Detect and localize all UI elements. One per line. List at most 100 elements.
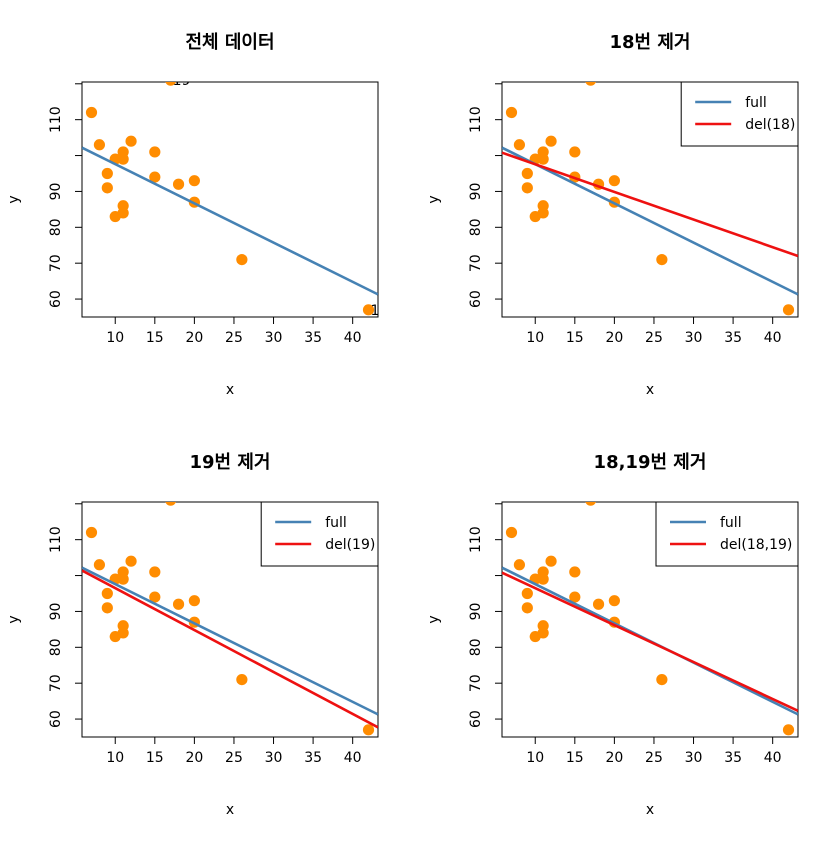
data-point (505, 106, 518, 119)
x-tick-label: 15 (566, 750, 584, 766)
y-tick-label: 110 (468, 526, 484, 553)
x-tick-label: 40 (344, 750, 362, 766)
data-point (117, 627, 129, 639)
data-point (236, 253, 248, 266)
data-point (172, 178, 185, 190)
y-tick-label: 70 (468, 254, 484, 272)
x-tick-label: 35 (724, 330, 742, 346)
legend-label: full (745, 95, 767, 111)
y-tick-label: 70 (48, 254, 64, 272)
data-point (188, 595, 200, 607)
data-point (545, 135, 557, 147)
x-axis-label: x (226, 382, 234, 398)
data-point (521, 182, 533, 194)
y-tick-label: 60 (48, 710, 64, 728)
x-tick-label: 10 (106, 330, 124, 346)
data-point (537, 153, 549, 165)
data-point (101, 587, 113, 600)
plot-panel-3: 19번 제거 10 15 20 25 30 35 40 x 60 70 80 90 110 y full del… (6, 452, 379, 818)
x-tick-label: 10 (106, 750, 124, 766)
plot-area (502, 502, 798, 736)
plot-area (82, 502, 378, 736)
plot-area (502, 82, 798, 316)
data-point (93, 559, 106, 571)
data-point (513, 559, 526, 571)
data-point (125, 135, 137, 147)
y-tick-label: 110 (48, 526, 64, 553)
x-tick-label: 10 (526, 750, 544, 766)
x-tick-label: 20 (185, 750, 203, 766)
data-point (521, 602, 533, 614)
full-fit-line (502, 146, 798, 296)
plot-title: 18번 제거 (610, 32, 691, 53)
x-tick-label: 25 (645, 330, 663, 346)
y-tick-label: 60 (468, 710, 484, 728)
y-tick-label: 70 (468, 674, 484, 692)
data-point (537, 573, 549, 585)
y-tick-label: 90 (468, 603, 484, 621)
deleted-fit-line (82, 569, 378, 729)
data-point (101, 167, 113, 180)
data-point (188, 175, 200, 187)
y-tick-label: 80 (48, 218, 64, 236)
y-tick-label: 60 (468, 290, 484, 308)
y-tick-label: 110 (468, 106, 484, 133)
x-tick-label: 35 (304, 330, 322, 346)
legend-box (260, 501, 379, 567)
plot-title: 19번 제거 (190, 452, 271, 473)
data-point (521, 167, 533, 180)
plot-title: 전체 데이터 (185, 32, 274, 53)
full-fit-line (82, 566, 378, 716)
data-point (537, 627, 549, 639)
data-point (782, 304, 795, 316)
data-point (569, 591, 581, 603)
data-point (117, 573, 129, 585)
data-point (165, 502, 176, 506)
legend: full del(18,19) (655, 501, 799, 567)
x-tick-label: 30 (685, 330, 703, 346)
data-point (585, 502, 596, 506)
y-tick-label: 90 (48, 603, 64, 621)
x-tick-label: 20 (185, 330, 203, 346)
x-axis-label: x (226, 802, 234, 818)
data-point (117, 153, 129, 165)
y-axis-label: y (426, 195, 442, 203)
plot-panel-2: 18번 제거 10 15 20 25 30 35 40 x 60 70 80 90 110 y full del… (426, 32, 799, 398)
x-tick-label: 40 (764, 750, 782, 766)
y-tick-label: 80 (468, 218, 484, 236)
x-tick-label: 20 (605, 330, 623, 346)
y-tick-label: 90 (48, 183, 64, 201)
x-tick-label: 25 (225, 330, 243, 346)
y-tick-label: 110 (48, 106, 64, 133)
x-tick-label: 25 (645, 750, 663, 766)
data-point (521, 587, 533, 600)
data-point (362, 724, 375, 736)
data-point (85, 526, 98, 539)
y-axis-label: y (6, 195, 22, 203)
x-tick-label: 15 (566, 330, 584, 346)
y-axis-label: y (426, 615, 442, 623)
data-point (117, 207, 129, 219)
plot-title: 18,19번 제거 (594, 452, 707, 473)
y-tick-label: 70 (48, 674, 64, 692)
data-point (569, 146, 581, 158)
y-tick-label: 80 (468, 638, 484, 656)
x-axis-label: x (646, 802, 654, 818)
deleted-fit-line (502, 151, 798, 258)
data-point (149, 591, 161, 603)
legend-box (655, 501, 799, 567)
x-axis-label: x (646, 382, 654, 398)
x-tick-label: 10 (526, 330, 544, 346)
data-point (149, 566, 161, 578)
data-point (569, 566, 581, 578)
legend-box (680, 81, 799, 147)
point-id-label: 18 (371, 303, 389, 319)
x-tick-label: 25 (225, 750, 243, 766)
point-id-label: 19 (173, 73, 191, 89)
x-tick-label: 15 (146, 330, 164, 346)
data-point (101, 182, 113, 194)
